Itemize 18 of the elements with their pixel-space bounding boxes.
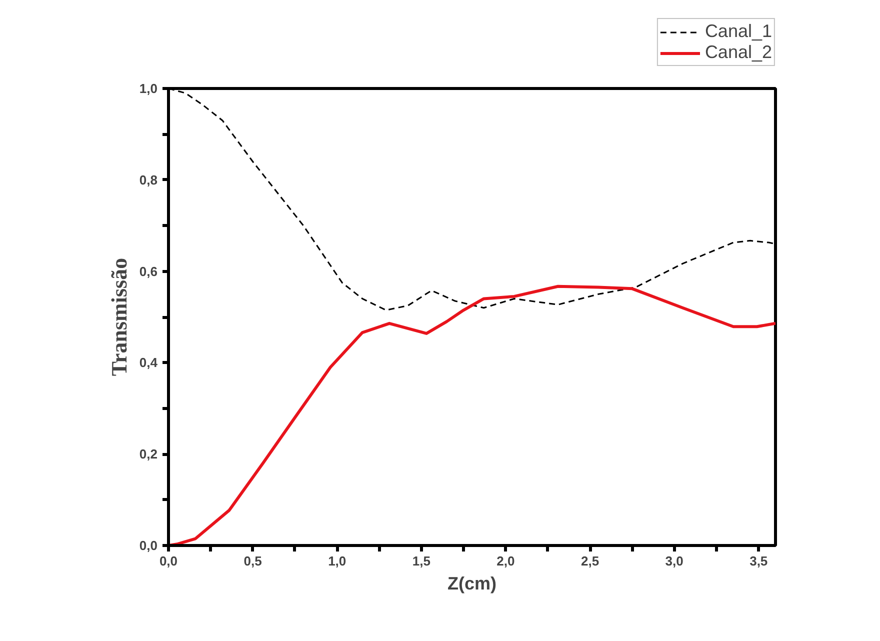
legend-label: Canal_1 xyxy=(704,21,772,42)
x-tick-label: 3,0 xyxy=(665,554,684,568)
y-tick-label: 0,8 xyxy=(139,172,158,188)
y-tick-label: 0,2 xyxy=(139,446,158,462)
y-tick-label: 1,0 xyxy=(139,81,158,96)
x-tick-label: 2,5 xyxy=(580,554,600,568)
x-tick-label: 2,0 xyxy=(496,554,515,568)
x-tick-label: 1,0 xyxy=(328,554,346,568)
x-tick-label: 0,0 xyxy=(159,554,178,568)
y-tick-label: 0,0 xyxy=(139,538,158,553)
y-tick-label: 0,6 xyxy=(139,264,158,279)
x-tick-label: 0,5 xyxy=(244,554,262,568)
legend-label: Canal_2 xyxy=(704,42,772,63)
y-axis-title: Transmissão xyxy=(106,258,132,376)
x-tick-label: 1,5 xyxy=(412,554,430,568)
x-tick-label: 3,5 xyxy=(750,554,768,568)
x-axis-title: Z(cm) xyxy=(448,574,497,594)
y-tick-label: 0,4 xyxy=(139,355,158,370)
